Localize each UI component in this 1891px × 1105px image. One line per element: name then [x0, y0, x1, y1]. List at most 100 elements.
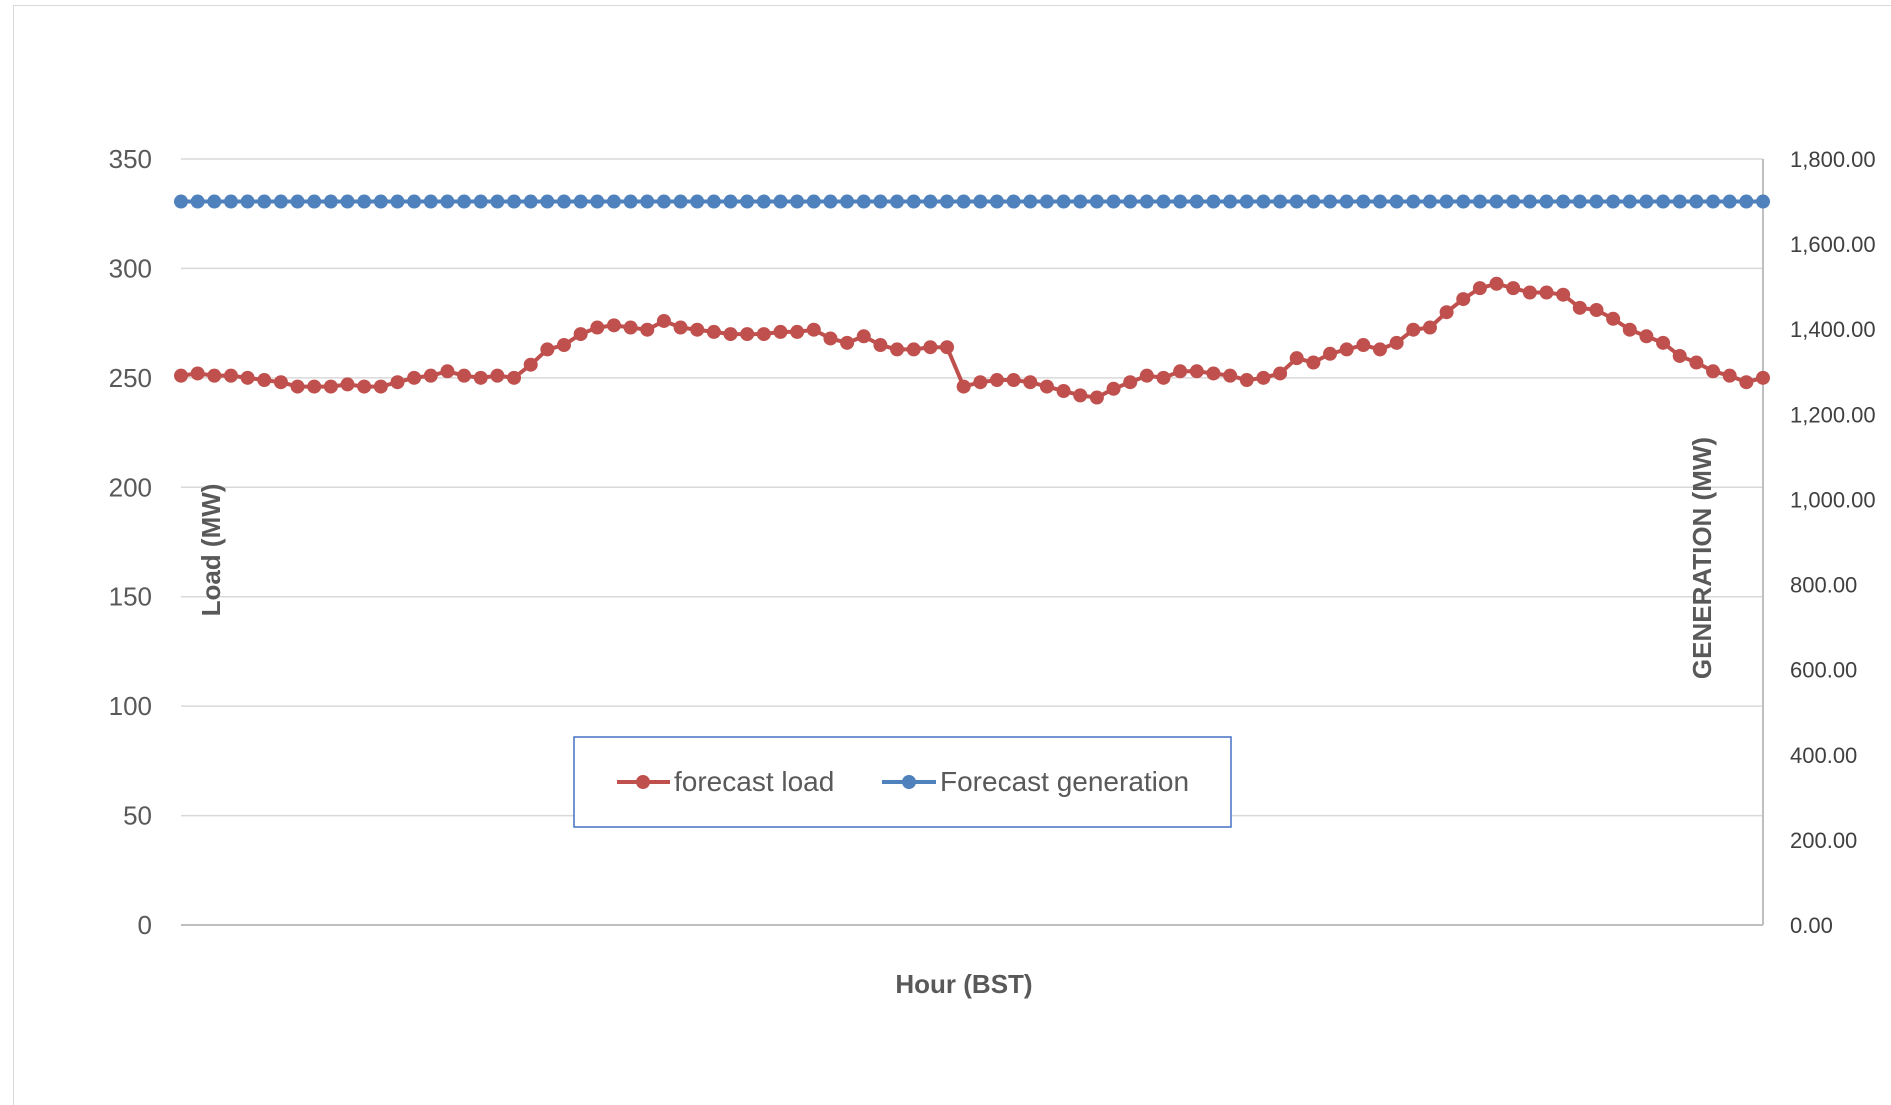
data-point-forecast-generation — [973, 194, 988, 209]
data-point-forecast-load — [1506, 281, 1521, 296]
data-point-forecast-generation — [773, 194, 788, 209]
right-tick-label: 600.00 — [1790, 658, 1857, 683]
data-point-forecast-load — [423, 368, 438, 383]
data-point-forecast-load — [357, 379, 372, 394]
data-point-forecast-generation — [1722, 194, 1737, 209]
data-point-forecast-load — [756, 327, 771, 342]
data-point-forecast-generation — [756, 194, 771, 209]
data-point-forecast-generation — [1389, 194, 1404, 209]
data-point-forecast-generation — [1472, 194, 1487, 209]
data-point-forecast-load — [773, 324, 788, 339]
right-tick-label: 1,400.00 — [1790, 317, 1876, 342]
legend-item-forecast-generation: Forecast generation — [882, 766, 1189, 797]
data-point-forecast-generation — [706, 194, 721, 209]
chart-svg: 0 50 100 150 200 250 300 350 0.00 200.00 400.00 60… — [109, 144, 1876, 999]
data-point-forecast-generation — [806, 194, 821, 209]
right-axis-ticks: 0.00 200.00 400.00 600.00 800.00 1,000.00 1,20… — [1790, 147, 1876, 938]
data-point-forecast-generation — [373, 194, 388, 209]
data-point-forecast-generation — [673, 194, 688, 209]
right-tick-label: 200.00 — [1790, 828, 1857, 853]
data-point-forecast-load — [790, 324, 805, 339]
data-point-forecast-generation — [1672, 194, 1687, 209]
data-point-forecast-generation — [307, 194, 322, 209]
data-point-forecast-load — [390, 375, 405, 390]
data-point-forecast-load — [940, 340, 955, 355]
data-point-forecast-generation — [174, 194, 188, 209]
data-point-forecast-load — [690, 322, 705, 337]
data-point-forecast-load — [407, 370, 422, 385]
data-point-forecast-load — [1039, 379, 1054, 394]
data-point-forecast-load — [490, 368, 505, 383]
data-point-forecast-load — [1606, 311, 1621, 326]
data-point-forecast-load — [1472, 281, 1487, 296]
data-point-forecast-load — [223, 368, 238, 383]
data-point-forecast-generation — [1089, 194, 1104, 209]
data-point-forecast-generation — [1206, 194, 1221, 209]
data-point-forecast-load — [1306, 355, 1321, 370]
data-point-forecast-load — [240, 370, 255, 385]
data-point-forecast-generation — [557, 194, 572, 209]
data-point-forecast-generation — [590, 194, 605, 209]
data-point-forecast-generation — [423, 194, 438, 209]
data-point-forecast-load — [840, 335, 855, 350]
data-point-forecast-generation — [1506, 194, 1521, 209]
data-point-forecast-load — [740, 327, 755, 342]
data-point-forecast-load — [507, 370, 522, 385]
data-point-forecast-generation — [790, 194, 805, 209]
data-point-forecast-generation — [1323, 194, 1338, 209]
data-point-forecast-load — [190, 366, 205, 381]
left-axis-ticks: 0 50 100 150 200 250 300 350 — [109, 144, 152, 940]
data-point-forecast-generation — [606, 194, 621, 209]
data-point-forecast-generation — [1606, 194, 1621, 209]
data-point-forecast-load — [557, 338, 572, 353]
data-point-forecast-load — [1572, 300, 1587, 315]
data-point-forecast-generation — [1156, 194, 1171, 209]
data-point-forecast-generation — [1556, 194, 1571, 209]
data-point-forecast-generation — [1256, 194, 1271, 209]
data-point-forecast-load — [623, 320, 638, 335]
data-point-forecast-generation — [257, 194, 272, 209]
data-point-forecast-load — [1406, 322, 1421, 337]
data-point-forecast-generation — [273, 194, 288, 209]
data-point-forecast-generation — [1039, 194, 1054, 209]
data-point-forecast-generation — [1622, 194, 1637, 209]
x-axis-title: Hour (BST) — [895, 969, 1032, 999]
data-point-forecast-load — [473, 370, 488, 385]
data-point-forecast-generation — [507, 194, 522, 209]
data-point-forecast-load — [640, 322, 655, 337]
data-point-forecast-generation — [1689, 194, 1704, 209]
data-point-forecast-generation — [856, 194, 871, 209]
data-point-forecast-load — [1073, 388, 1088, 403]
data-point-forecast-generation — [1273, 194, 1288, 209]
data-point-forecast-load — [290, 379, 305, 394]
data-point-forecast-generation — [1223, 194, 1238, 209]
data-point-forecast-load — [856, 329, 871, 344]
data-point-forecast-load — [1123, 375, 1138, 390]
data-point-forecast-load — [1206, 366, 1221, 381]
data-point-forecast-generation — [1706, 194, 1721, 209]
data-point-forecast-generation — [323, 194, 338, 209]
data-point-forecast-generation — [407, 194, 422, 209]
data-point-forecast-generation — [690, 194, 705, 209]
data-point-forecast-load — [373, 379, 388, 394]
data-point-forecast-generation — [357, 194, 372, 209]
right-tick-label: 1,000.00 — [1790, 487, 1876, 512]
data-point-forecast-generation — [523, 194, 538, 209]
data-point-forecast-generation — [1456, 194, 1471, 209]
left-tick-label: 350 — [109, 144, 152, 174]
data-point-forecast-load — [1672, 348, 1687, 363]
data-point-forecast-generation — [1539, 194, 1554, 209]
data-point-forecast-load — [1689, 355, 1704, 370]
data-point-forecast-generation — [1123, 194, 1138, 209]
data-point-forecast-generation — [1756, 194, 1770, 209]
data-point-forecast-generation — [923, 194, 938, 209]
data-point-forecast-load — [1223, 368, 1238, 383]
data-point-forecast-load — [540, 342, 555, 357]
data-point-forecast-load — [1189, 364, 1204, 379]
data-point-forecast-generation — [457, 194, 472, 209]
data-point-forecast-load — [706, 324, 721, 339]
series-forecast-load — [174, 276, 1770, 405]
data-point-forecast-load — [1389, 335, 1404, 350]
legend-label-forecast-generation: Forecast generation — [940, 766, 1189, 797]
data-point-forecast-generation — [1589, 194, 1604, 209]
